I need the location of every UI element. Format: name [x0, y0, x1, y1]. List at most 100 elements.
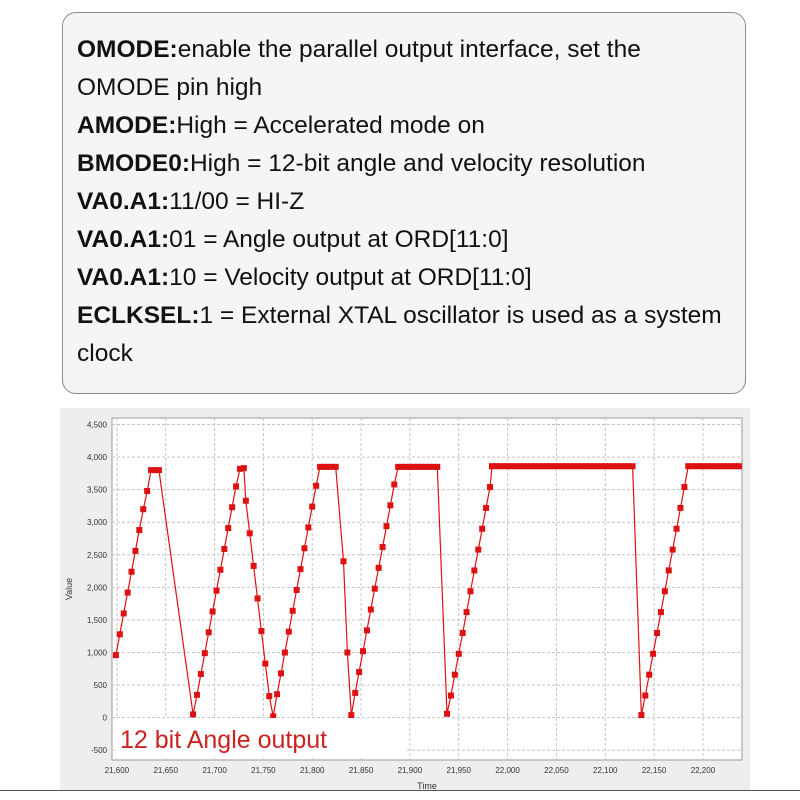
- data-point: [500, 463, 507, 470]
- data-point: [225, 525, 232, 532]
- info-line-amode: AMODE:High = Accelerated mode on: [77, 107, 731, 145]
- x-tick-label: 21,950: [447, 766, 472, 775]
- data-point: [547, 463, 554, 470]
- y-tick-label: 3,000: [87, 518, 108, 527]
- data-point: [367, 606, 374, 613]
- data-point: [720, 463, 727, 470]
- data-point: [387, 502, 394, 509]
- data-point: [516, 463, 523, 470]
- data-point: [383, 523, 390, 530]
- data-point: [455, 650, 462, 657]
- data-point: [266, 693, 273, 700]
- data-point: [617, 463, 624, 470]
- data-point: [391, 481, 398, 488]
- data-point: [293, 586, 300, 593]
- data-point: [136, 527, 143, 534]
- data-point: [233, 483, 240, 490]
- data-point: [543, 463, 550, 470]
- data-point: [689, 463, 696, 470]
- x-tick-label: 22,200: [691, 766, 716, 775]
- y-tick-label: 1,000: [87, 649, 108, 658]
- data-point: [332, 463, 339, 470]
- grid-lines: [112, 418, 742, 760]
- data-point: [492, 463, 499, 470]
- data-point: [379, 543, 386, 550]
- data-point: [246, 530, 253, 537]
- data-point: [700, 463, 707, 470]
- data-point: [340, 558, 347, 565]
- x-tick-label: 21,900: [398, 766, 423, 775]
- x-tick-label: 22,050: [544, 766, 569, 775]
- data-point: [610, 463, 617, 470]
- data-point: [328, 463, 335, 470]
- data-point: [320, 463, 327, 470]
- data-point: [487, 484, 493, 491]
- info-text: High = 12-bit angle and velocity resolut…: [189, 150, 646, 177]
- data-point: [344, 649, 351, 656]
- data-point: [124, 589, 131, 596]
- info-key: BMODE0:: [77, 150, 190, 177]
- info-line-va0a1-hiz: VA0.A1:11/00 = HI-Z: [77, 183, 731, 221]
- data-point: [693, 463, 700, 470]
- annotation-background: [115, 718, 405, 756]
- y-axis-label: Value: [64, 578, 74, 600]
- y-tick-label: 4,500: [87, 421, 108, 430]
- data-point: [229, 504, 236, 511]
- info-line-va0a1-velocity: VA0.A1:10 = Velocity output at ORD[11:0]: [77, 259, 731, 297]
- info-text: 11/00 = HI-Z: [169, 188, 305, 215]
- data-point: [201, 650, 208, 657]
- data-point: [301, 545, 308, 552]
- data-point: [270, 713, 277, 720]
- data-point: [483, 504, 490, 511]
- data-point: [209, 608, 216, 615]
- y-tick-label: 500: [94, 681, 108, 690]
- data-point: [116, 631, 123, 638]
- data-point: [512, 463, 519, 470]
- data-point: [661, 588, 668, 595]
- data-point: [669, 546, 676, 553]
- data-point: [571, 463, 577, 470]
- series-markers: [112, 463, 743, 720]
- info-text: High = Accelerated mode on: [176, 112, 485, 139]
- data-point: [289, 607, 296, 614]
- data-point: [193, 691, 200, 698]
- data-point: [508, 463, 515, 470]
- data-point: [728, 463, 735, 470]
- data-point: [528, 463, 535, 470]
- data-point: [356, 669, 363, 676]
- data-point: [590, 463, 597, 470]
- data-point: [313, 482, 320, 489]
- data-point: [151, 467, 158, 474]
- data-point: [677, 504, 684, 511]
- data-point: [602, 463, 609, 470]
- data-point: [274, 691, 281, 698]
- data-point: [418, 463, 425, 470]
- data-point: [524, 463, 531, 470]
- info-key: VA0.A1:: [77, 188, 170, 215]
- data-point: [479, 525, 486, 532]
- data-point: [410, 463, 417, 470]
- info-text: enable the parallel output interface, se…: [77, 36, 641, 101]
- data-point: [120, 610, 127, 617]
- info-text: 1 = External XTAL oscillator is used as …: [77, 302, 722, 367]
- data-point: [638, 712, 645, 719]
- info-line-bmode0: BMODE0:High = 12-bit angle and velocity …: [77, 145, 731, 183]
- data-point: [430, 463, 437, 470]
- data-point: [697, 463, 703, 470]
- chart-panel: -500 0 500 1,000 1,500 2,000 2,500 3,000 3,500 4,…: [60, 408, 750, 790]
- y-tick-label: 2,000: [87, 583, 108, 592]
- data-point: [444, 710, 451, 717]
- data-point: [426, 463, 433, 470]
- data-point: [144, 487, 151, 494]
- x-tick-label: 21,850: [349, 766, 374, 775]
- data-point: [531, 463, 538, 470]
- data-point: [650, 650, 657, 657]
- data-point: [629, 463, 636, 470]
- data-point: [140, 506, 147, 513]
- data-point: [434, 463, 441, 470]
- data-point: [681, 484, 688, 491]
- data-point: [213, 587, 220, 594]
- data-point: [190, 711, 197, 718]
- data-point: [657, 609, 664, 616]
- info-key: AMODE:: [77, 112, 177, 139]
